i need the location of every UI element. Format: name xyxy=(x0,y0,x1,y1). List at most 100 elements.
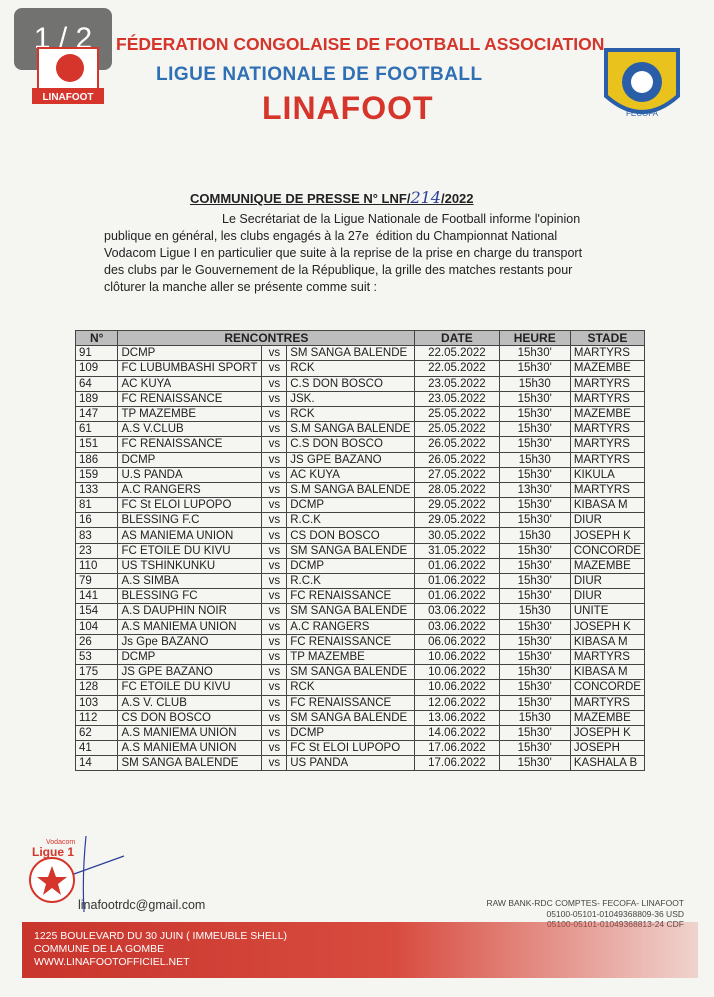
cell: R.C.K xyxy=(286,512,416,529)
cell: 03.06.2022 xyxy=(414,618,500,635)
cell: 15h30' xyxy=(498,405,571,423)
cell: DCMP xyxy=(286,724,416,742)
cell: 15h30' xyxy=(498,740,571,757)
cell: FC ETOILE DU KIVU xyxy=(117,542,263,559)
cell: 159 xyxy=(74,466,119,483)
cell: vs xyxy=(261,588,288,605)
cell: DCMP xyxy=(117,451,263,468)
cell: 109 xyxy=(74,360,119,377)
cell: FC RENAISSANCE xyxy=(117,390,263,407)
match-table: N° RENCONTRES DATE HEURE STADE 91 DCMP vs SM SA… xyxy=(74,329,646,772)
cell: vs xyxy=(261,603,288,620)
cell: 189 xyxy=(74,390,119,407)
cell: MARTYRS xyxy=(569,390,646,407)
cell: 22.05.2022 xyxy=(414,345,500,362)
cell: vs xyxy=(261,466,288,483)
cell: CONCORDE xyxy=(569,679,646,696)
cell: vs xyxy=(261,527,288,544)
cell: 16 xyxy=(74,512,119,529)
cell: vs xyxy=(261,740,288,757)
cell: vs xyxy=(261,481,288,499)
cell: JOSEPH K xyxy=(569,724,646,742)
body-line: Le Secrétariat de la Ligue Nationale de … xyxy=(222,212,581,226)
cell: 15h30' xyxy=(498,557,571,575)
cell: 30.05.2022 xyxy=(414,527,500,544)
cell: 10.06.2022 xyxy=(414,648,500,666)
cell: RCK xyxy=(286,360,416,377)
body-line: clôturer la manche aller se présente com… xyxy=(104,280,378,294)
cell: SM SANGA BALENDE xyxy=(286,709,416,726)
match-row: 14 SM SANGA BALENDE vs US PANDA 17.06.2022 15… xyxy=(74,755,646,772)
cell: 41 xyxy=(74,740,119,757)
match-row: 41 A.S MANIEMA UNION vs FC St ELOI LUPOPO 17… xyxy=(74,740,646,757)
cell: vs xyxy=(261,648,288,666)
cell: MARTYRS xyxy=(569,436,646,453)
cell: 61 xyxy=(74,421,119,438)
cell: 15h30 xyxy=(498,603,571,620)
column-header: DATE xyxy=(414,329,500,347)
cell: 141 xyxy=(74,588,119,605)
cell: vs xyxy=(261,694,288,711)
cell: A.S DAUPHIN NOIR xyxy=(117,603,263,620)
column-header: HEURE xyxy=(498,329,571,347)
cell: 27.05.2022 xyxy=(414,466,500,483)
cell: 15h30' xyxy=(498,664,571,681)
cell: 25.05.2022 xyxy=(414,421,500,438)
cell: 14 xyxy=(74,755,119,772)
cell: FC RENAISSANCE xyxy=(286,694,416,711)
right-logo: FECOFA xyxy=(604,48,680,118)
cell: 15h30' xyxy=(498,648,571,666)
cell: 15h30' xyxy=(498,436,571,453)
cell: A.S V. CLUB xyxy=(117,694,263,711)
match-row: 189 FC RENAISSANCE vs JSK. 23.05.2022 15h30' M… xyxy=(74,390,646,407)
cell: 29.05.2022 xyxy=(414,497,500,514)
sponsor-logo: Vodacom Ligue 1 xyxy=(29,836,125,913)
cell: vs xyxy=(261,375,288,392)
communique-number: 214 xyxy=(410,188,441,207)
cell: 128 xyxy=(74,679,119,696)
cell: 01.06.2022 xyxy=(414,557,500,575)
cell: JOSEPH K xyxy=(569,527,646,544)
cell: JS GPE BAZANO xyxy=(286,451,416,468)
cell: 23.05.2022 xyxy=(414,375,500,392)
cell: vs xyxy=(261,709,288,726)
cell: 15h30' xyxy=(498,345,571,362)
cell: C.S DON BOSCO xyxy=(286,436,416,453)
left-logo: LINAFOOT xyxy=(32,47,104,104)
cell: 25.05.2022 xyxy=(414,405,500,423)
cell: R.C.K xyxy=(286,572,416,590)
cell: 26.05.2022 xyxy=(414,451,500,468)
cell: FC St ELOI LUPOPO xyxy=(117,497,263,514)
cell: 29.05.2022 xyxy=(414,512,500,529)
cell: 154 xyxy=(74,603,119,620)
cell: U.S PANDA xyxy=(117,466,263,483)
column-header: RENCONTRES xyxy=(117,329,416,347)
cell: 79 xyxy=(74,572,119,590)
cell: vs xyxy=(261,390,288,407)
cell: SM SANGA BALENDE xyxy=(286,664,416,681)
cell: C.S DON BOSCO xyxy=(286,375,416,392)
match-row: 175 JS GPE BAZANO vs SM SANGA BALENDE 10.06.… xyxy=(74,664,646,681)
cell: 15h30' xyxy=(498,618,571,635)
cell: MARTYRS xyxy=(569,694,646,711)
cell: FC RENAISSANCE xyxy=(117,436,263,453)
cell: vs xyxy=(261,755,288,772)
cell: vs xyxy=(261,436,288,453)
cell: 15h30' xyxy=(498,755,571,772)
cell: 15h30' xyxy=(498,390,571,407)
match-row: 64 AC KUYA vs C.S DON BOSCO 23.05.2022 15h30 M… xyxy=(74,375,646,392)
match-row: 61 A.S V.CLUB vs S.M SANGA BALENDE 25.05.202… xyxy=(74,421,646,438)
match-row: 112 CS DON BOSCO vs SM SANGA BALENDE 13.06.2… xyxy=(74,709,646,726)
cell: 83 xyxy=(74,527,119,544)
cell: vs xyxy=(261,618,288,635)
cell: 64 xyxy=(74,375,119,392)
cell: vs xyxy=(261,421,288,438)
cell: vs xyxy=(261,572,288,590)
cell: DIUR xyxy=(569,572,646,590)
cell: 15h30' xyxy=(498,588,571,605)
cell: 26.05.2022 xyxy=(414,436,500,453)
cell: SM SANGA BALENDE xyxy=(286,542,416,559)
cell: 15h30' xyxy=(498,421,571,438)
footer-band xyxy=(22,922,698,978)
cell: vs xyxy=(261,557,288,575)
